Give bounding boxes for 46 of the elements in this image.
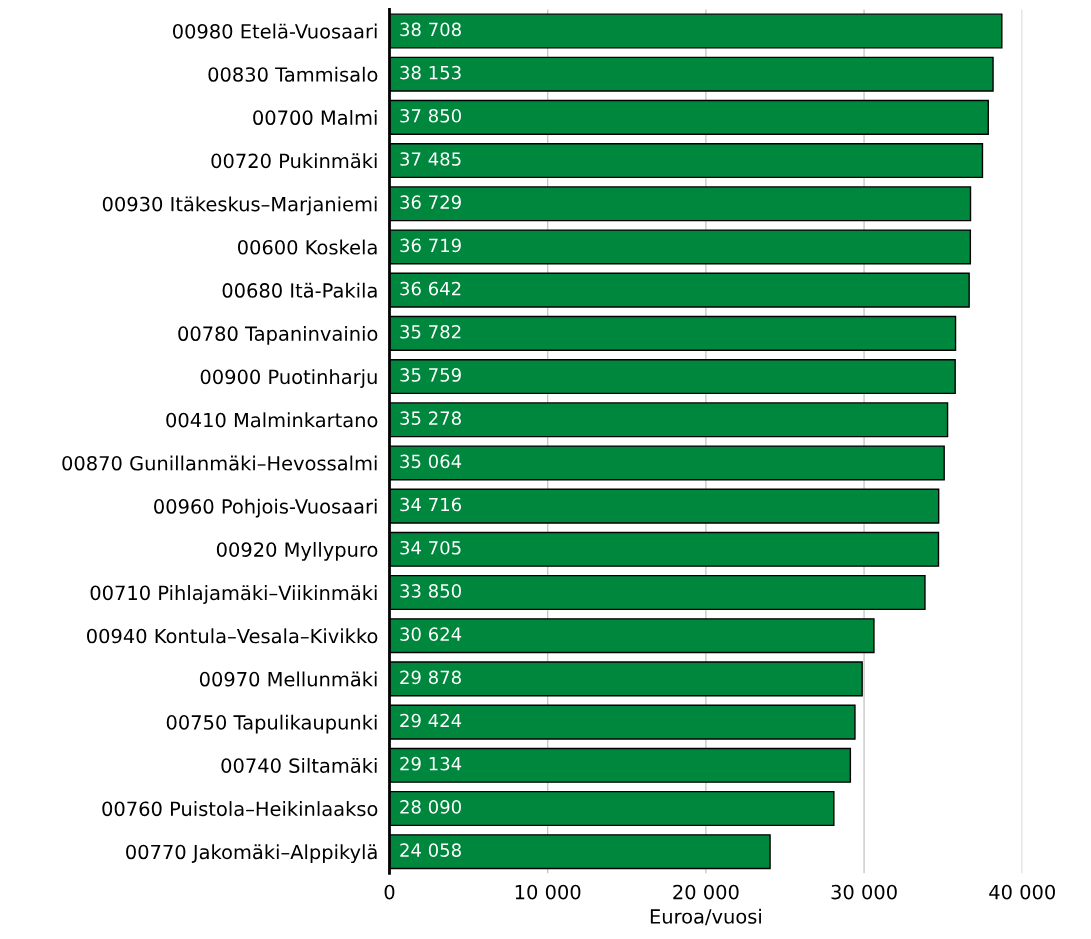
data-label: 29 878	[400, 670, 461, 685]
y-tick-label: 00980 Etelä-Vuosaari	[172, 23, 377, 39]
data-label: 30 624	[400, 627, 462, 641]
data-label: 35 064	[400, 454, 462, 469]
y-tick-label: 00870 Gunillanmäki–Hevossalmi	[62, 455, 377, 471]
x-tick-label: 10 000	[515, 884, 581, 900]
data-label: 28 090	[400, 800, 461, 814]
y-tick-label: 00900 Puotinharju	[200, 369, 377, 388]
x-tick-label: 40 000	[989, 884, 1055, 900]
data-label: 35 782	[400, 324, 461, 339]
y-tick-label: 00780 Tapaninvainio	[178, 325, 378, 345]
data-label: 36 642	[400, 281, 461, 296]
data-label: 35 759	[400, 368, 461, 382]
data-label: 35 278	[400, 411, 461, 425]
y-tick-label: 00700 Malmi	[253, 109, 377, 126]
y-tick-label: 00770 Jakomäki–Alppikylä	[126, 844, 377, 864]
y-tick-label: 00740 Siltamäki	[221, 757, 377, 773]
x-axis-title: Euroa/vuosi	[650, 908, 761, 926]
y-tick-label: 00680 Itä-Pakila	[222, 282, 377, 298]
y-tick-label: 00940 Kontula–Vesala–Kivikko	[87, 628, 378, 644]
y-tick-label: 00410 Malminkartano	[166, 412, 378, 428]
x-tick-label: 30 000	[831, 884, 897, 900]
data-label: 36 719	[400, 238, 461, 253]
data-label: 37 485	[400, 152, 461, 166]
y-tick-label: 00710 Pihlajamäki–Viikinmäki	[90, 585, 377, 604]
y-tick-label: 00930 Itäkeskus–Marjaniemi	[102, 196, 377, 216]
data-label: 34 705	[400, 540, 461, 555]
y-tick-label: 00760 Puistola–Heikinlaakso	[102, 801, 378, 817]
y-tick-label: 00970 Mellunmäki	[199, 671, 377, 687]
y-tick-label: 00960 Pohjois-Vuosaari	[154, 498, 377, 518]
y-tick-label: 00920 Myllypuro	[216, 541, 378, 561]
data-label: 34 716	[400, 497, 462, 512]
data-label: 33 850	[400, 584, 461, 598]
data-label: 36 729	[400, 195, 461, 209]
y-tick-label: 00830 Tammisalo	[208, 66, 378, 82]
data-label: 37 850	[400, 108, 461, 123]
x-tick-label: 0	[384, 884, 395, 900]
data-label: 38 708	[400, 22, 461, 37]
y-tick-label: 00600 Koskela	[237, 239, 377, 255]
y-tick-label: 00750 Tapulikaupunki	[166, 714, 377, 734]
y-tick-label: 00720 Pukinmäki	[211, 153, 377, 169]
data-label: 29 424	[400, 713, 462, 728]
data-label: 24 058	[400, 843, 461, 857]
x-tick-label: 20 000	[673, 884, 739, 900]
data-label: 38 153	[400, 65, 461, 80]
data-label: 29 134	[400, 756, 462, 771]
